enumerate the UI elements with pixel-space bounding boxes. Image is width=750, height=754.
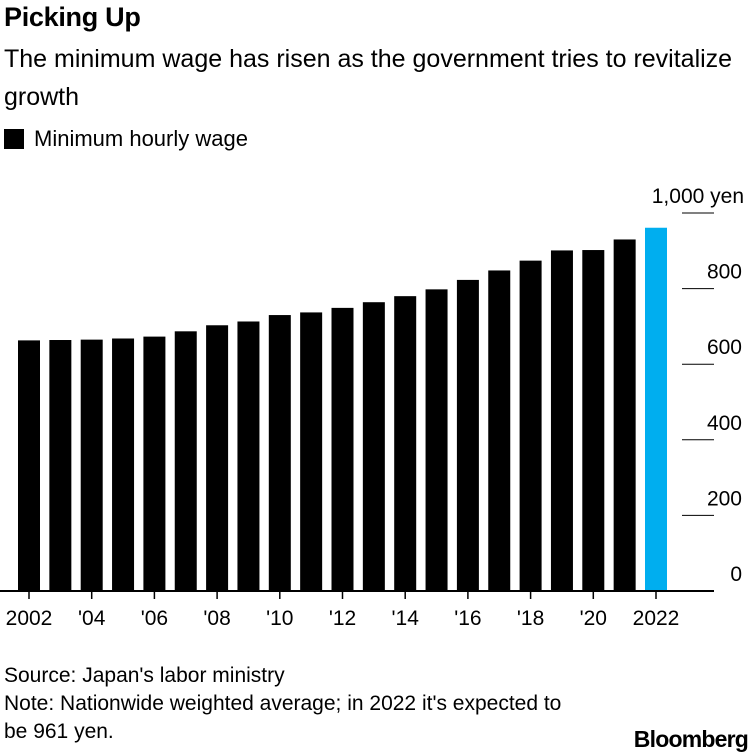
bar-2018 — [519, 260, 542, 591]
bar-2019 — [550, 250, 573, 591]
bar-2012 — [331, 307, 354, 591]
x-tick-label: '16 — [454, 607, 481, 630]
x-tick-label: '08 — [203, 607, 230, 630]
x-tick-label: '12 — [329, 607, 356, 630]
legend-label: Minimum hourly wage — [34, 126, 248, 151]
chart-title: Picking Up — [4, 2, 141, 32]
legend: Minimum hourly wage — [4, 126, 248, 152]
bar-2013 — [362, 302, 385, 591]
bar-2009 — [237, 321, 260, 591]
source-text: Source: Japan's labor ministry — [4, 664, 285, 687]
bar-2007 — [174, 331, 197, 591]
bloomberg-logo: Bloomberg — [633, 726, 749, 752]
bar-2022 — [645, 227, 667, 591]
y-tick-label: 0 — [730, 563, 742, 586]
bar-2014 — [394, 296, 417, 591]
x-tick-label: 2002 — [6, 607, 53, 630]
x-tick-label: '14 — [392, 607, 420, 630]
chart-subtitle: The minimum wage has risen as the govern… — [4, 45, 733, 111]
bar-2006 — [143, 336, 166, 591]
x-tick-label: '18 — [517, 607, 544, 630]
x-tick-label: 2022 — [633, 607, 680, 630]
bar-2020 — [582, 250, 605, 591]
y-tick-label: 600 — [707, 336, 742, 359]
y-tick-label: 400 — [707, 412, 742, 435]
x-tick-label: '06 — [141, 607, 168, 630]
bar-2017 — [488, 270, 511, 591]
bar-2005 — [112, 338, 135, 591]
x-tick-label: '04 — [78, 607, 106, 630]
y-tick-label: 1,000 yen — [652, 185, 744, 208]
bar-2011 — [300, 312, 323, 591]
bar-chart: 0 200 400 600 800 1,000 yen 2002 '04 '06 '08 '10 '1… — [0, 185, 744, 630]
bar-2004 — [80, 339, 103, 591]
x-tick-label: '20 — [580, 607, 607, 630]
note-text: Note: Nationwide weighted average; in 20… — [4, 692, 562, 743]
bar-2015 — [425, 289, 448, 591]
bar-2003 — [49, 340, 72, 591]
bar-2008 — [206, 325, 229, 591]
bar-2010 — [268, 315, 291, 591]
bar-2021 — [613, 239, 636, 591]
x-tick-label: '10 — [266, 607, 293, 630]
y-tick-label: 200 — [707, 487, 742, 510]
legend-swatch — [4, 129, 24, 149]
bar-2002 — [18, 340, 40, 591]
bar-2016 — [456, 279, 479, 591]
y-tick-label: 800 — [707, 261, 742, 284]
